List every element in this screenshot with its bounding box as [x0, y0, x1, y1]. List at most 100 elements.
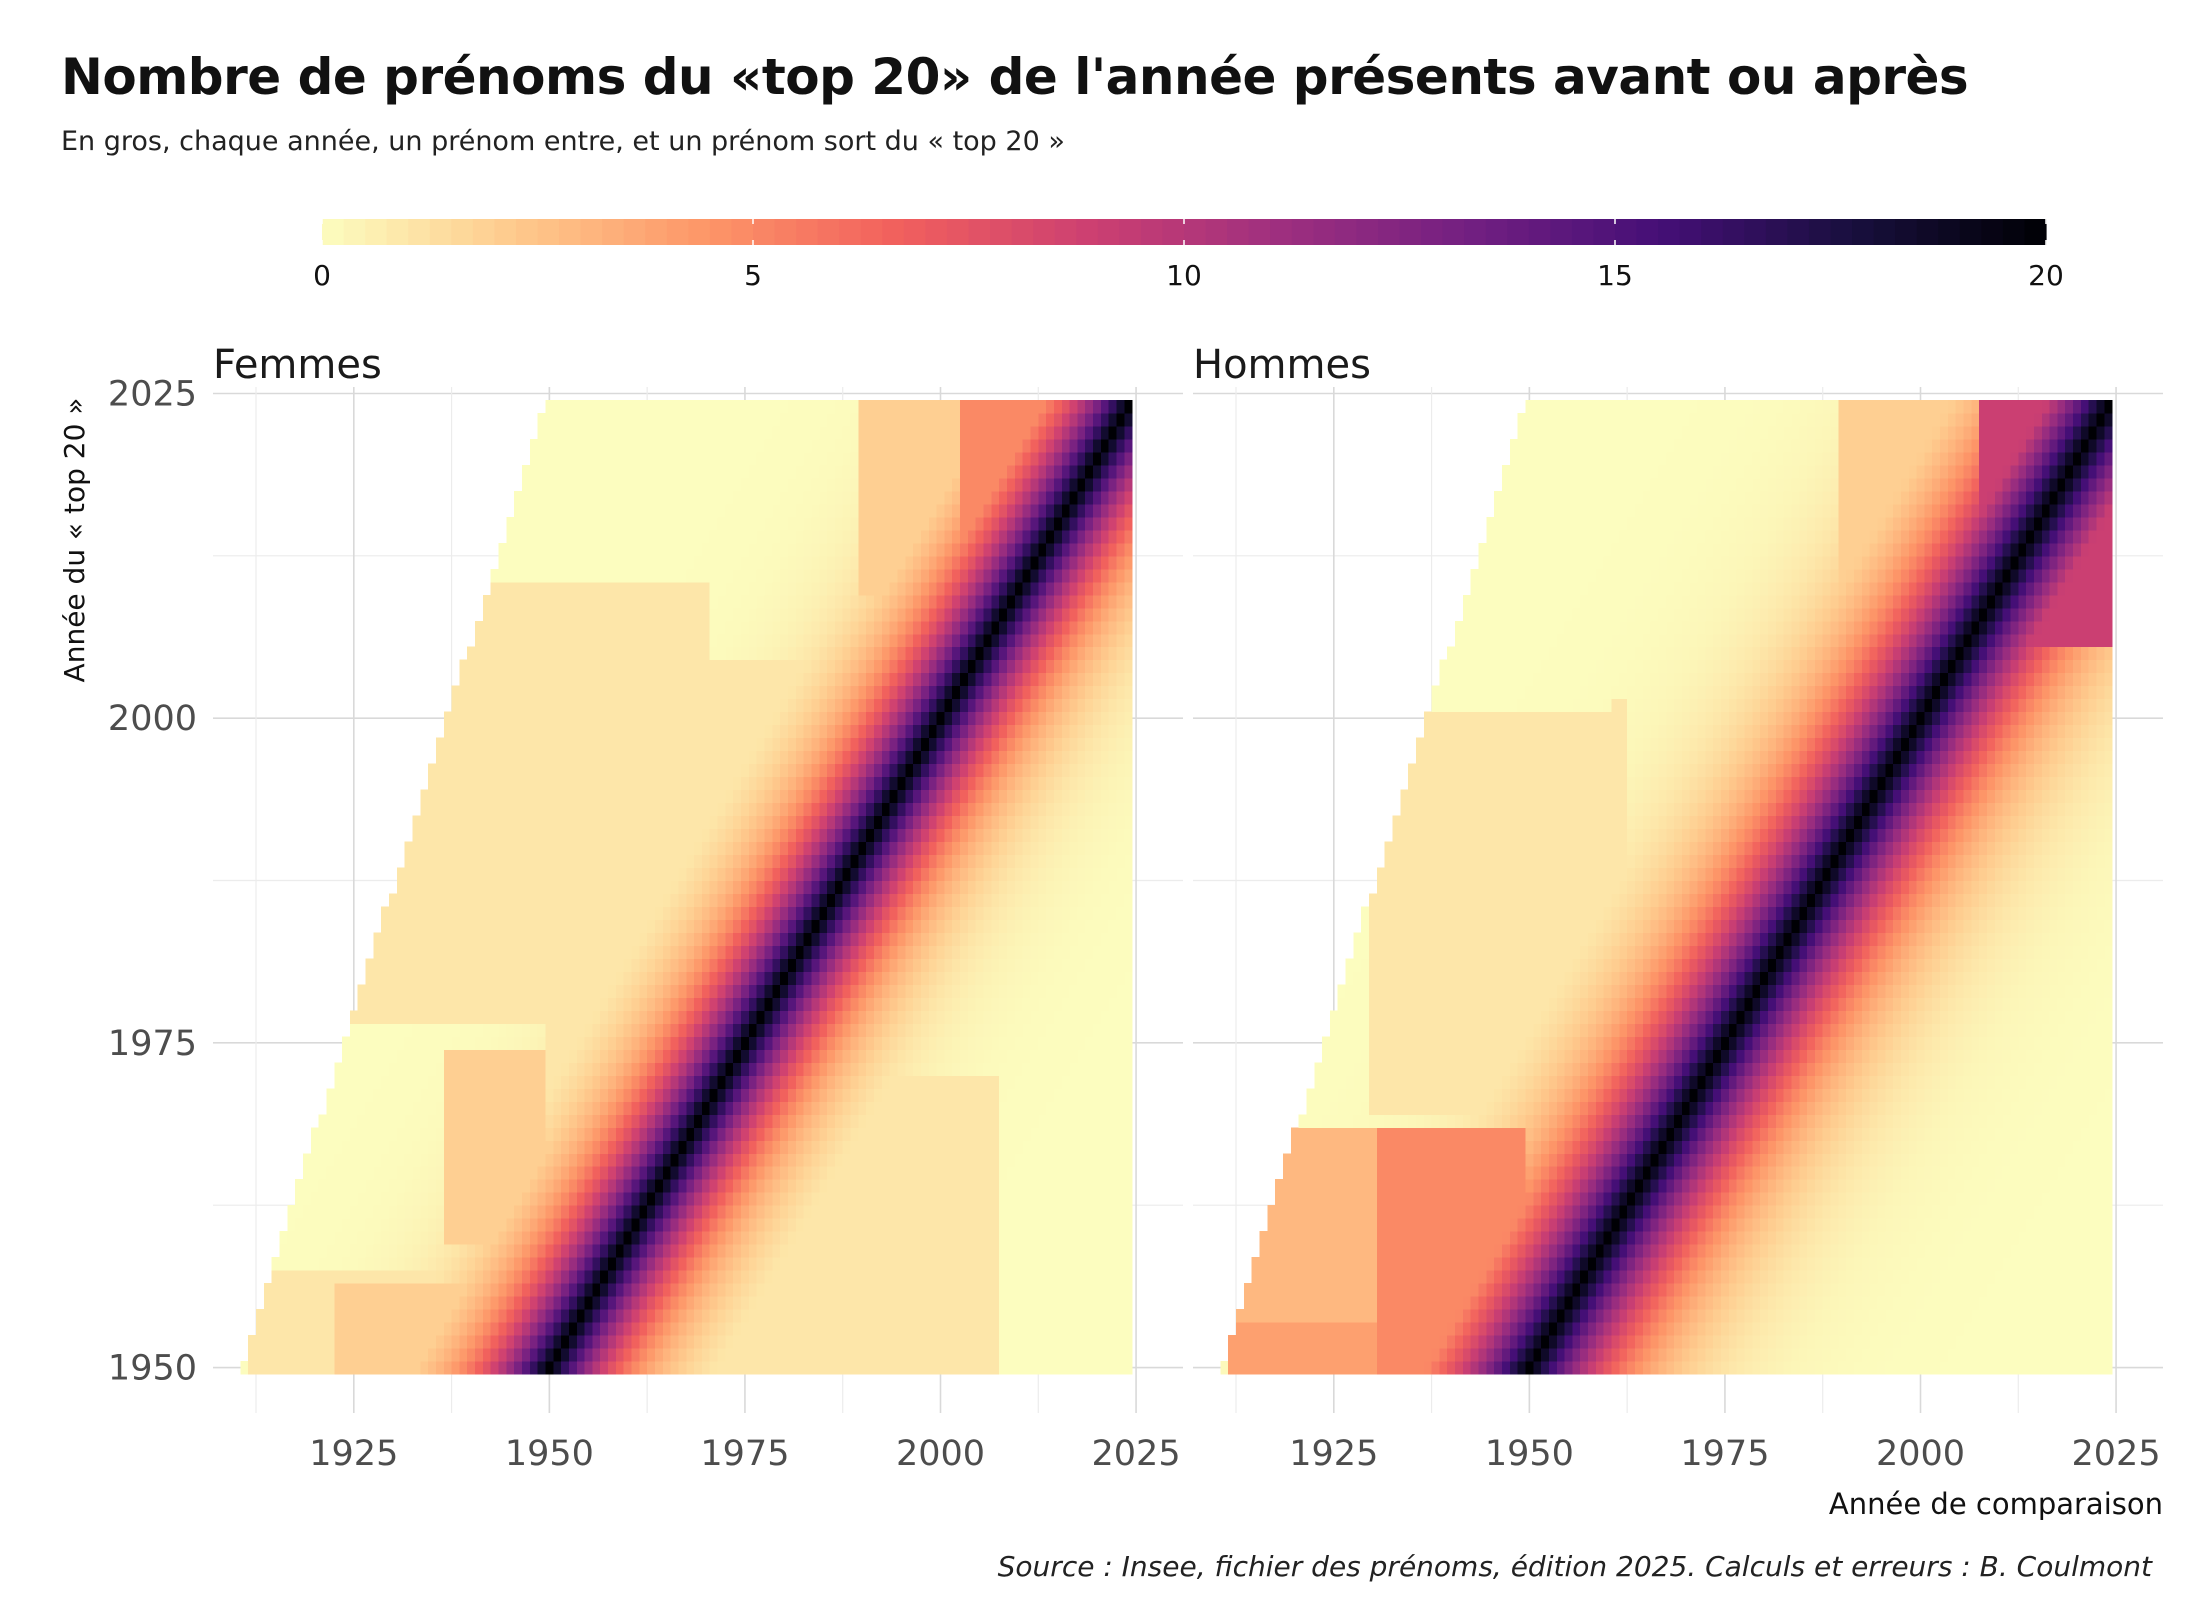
heatmap-cell: [584, 1114, 593, 1128]
heatmap-cell: [647, 1179, 656, 1193]
heatmap-cell: [639, 1348, 648, 1362]
heatmap-cell: [639, 1179, 648, 1193]
legend-swatch: [1076, 219, 1099, 245]
heatmap-cell: [623, 1062, 633, 1076]
heatmap-cell: [545, 1335, 554, 1349]
heatmap-cell: [389, 1192, 398, 1206]
heatmap-cell: [827, 763, 836, 778]
heatmap-cell: [631, 1127, 640, 1141]
heatmap-cell: [881, 1062, 891, 1076]
heatmap-cell: [1061, 1205, 1071, 1219]
heatmap-cell: [733, 919, 742, 933]
heatmap-cell: [475, 1140, 484, 1154]
heatmap-cell: [623, 828, 633, 843]
heatmap-cell: [1069, 854, 1078, 869]
heatmap-cell: [694, 1010, 703, 1024]
heatmap-cell: [952, 945, 961, 959]
heatmap-cell: [537, 1322, 546, 1336]
heatmap-cell: [1077, 1218, 1086, 1232]
heatmap-cell: [334, 1101, 343, 1115]
heatmap-cell: [647, 1075, 656, 1089]
heatmap-cell: [1022, 1114, 1031, 1128]
heatmap-cell: [881, 893, 891, 907]
heatmap-cell: [733, 776, 742, 791]
heatmap-cell: [1038, 841, 1047, 856]
heatmap-cell: [1030, 971, 1039, 985]
heatmap-cell: [396, 1049, 406, 1063]
heatmap-cell: [529, 867, 539, 882]
heatmap-cell: [999, 1101, 1008, 1115]
heatmap-cell: [1077, 1205, 1086, 1219]
heatmap-cell: [764, 1062, 773, 1076]
heatmap-cell: [787, 880, 797, 895]
heatmap-cell: [686, 971, 695, 985]
heatmap-cell: [866, 1244, 875, 1258]
heatmap-cell: [725, 997, 734, 1011]
heatmap-cell: [819, 1257, 828, 1271]
heatmap-cell: [623, 841, 633, 856]
heatmap-cell: [952, 1218, 961, 1232]
heatmap-cell: [764, 1140, 773, 1154]
heatmap-cell: [521, 1088, 531, 1102]
heatmap-cell: [514, 828, 523, 843]
heatmap-cell: [1014, 1283, 1024, 1297]
heatmap-cell: [827, 828, 836, 843]
legend-swatch: [1593, 219, 1616, 245]
heatmap-cell: [1085, 854, 1094, 869]
heatmap-cell: [764, 958, 773, 972]
heatmap-cell: [389, 1348, 398, 1362]
heatmap-cell: [1116, 789, 1125, 804]
heatmap-cell: [694, 906, 703, 920]
heatmap-cell: [428, 1270, 437, 1284]
heatmap-cell: [592, 984, 601, 998]
heatmap-cell: [936, 1075, 945, 1089]
heatmap-cell: [874, 1114, 883, 1128]
heatmap-cell: [568, 1101, 578, 1115]
heatmap-cell: [615, 750, 625, 765]
heatmap-cell: [420, 932, 429, 946]
heatmap-cell: [803, 802, 812, 817]
heatmap-cell: [443, 1010, 453, 1024]
heatmap-cell: [678, 1205, 687, 1219]
heatmap-cell: [858, 1062, 867, 1076]
heatmap-cell: [983, 1114, 992, 1128]
heatmap-cell: [944, 789, 953, 804]
heatmap-cell: [834, 763, 844, 778]
heatmap-cell: [647, 1036, 656, 1050]
heatmap-cell: [733, 932, 742, 946]
heatmap-cell: [975, 1231, 985, 1245]
heatmap-cell: [780, 1348, 789, 1362]
heatmap-cell: [600, 789, 609, 804]
heatmap-cell: [334, 1231, 343, 1245]
heatmap-cell: [834, 1270, 844, 1284]
heatmap-cell: [647, 997, 656, 1011]
heatmap-cell: [834, 1257, 844, 1271]
heatmap-cell: [920, 1205, 930, 1219]
heatmap-cell: [741, 958, 750, 972]
heatmap-cell: [991, 919, 1000, 933]
heatmap-cell: [905, 1335, 914, 1349]
heatmap-cell: [881, 763, 891, 778]
heatmap-cell: [1077, 1010, 1086, 1024]
heatmap-cell: [858, 802, 867, 817]
heatmap-cell: [1077, 1062, 1086, 1076]
heatmap-cell: [678, 1218, 687, 1232]
heatmap-cell: [553, 919, 562, 933]
heatmap-cell: [326, 1192, 335, 1206]
heatmap-cell: [795, 1283, 805, 1297]
heatmap-cell: [866, 750, 875, 765]
heatmap-cell: [623, 789, 633, 804]
heatmap-cell: [733, 1101, 742, 1115]
heatmap-cell: [858, 1296, 867, 1310]
heatmap-cell: [1124, 1231, 1133, 1245]
heatmap-cell: [850, 893, 859, 907]
heatmap-cell: [1022, 750, 1031, 765]
heatmap-cell: [960, 1023, 969, 1037]
heatmap-cell: [1116, 1140, 1125, 1154]
heatmap-cell: [326, 1283, 335, 1297]
heatmap-cell: [342, 1101, 351, 1115]
heatmap-cell: [1030, 854, 1039, 869]
heatmap-cell: [967, 763, 977, 778]
heatmap-cell: [428, 1036, 437, 1050]
heatmap-cell: [733, 1153, 742, 1167]
